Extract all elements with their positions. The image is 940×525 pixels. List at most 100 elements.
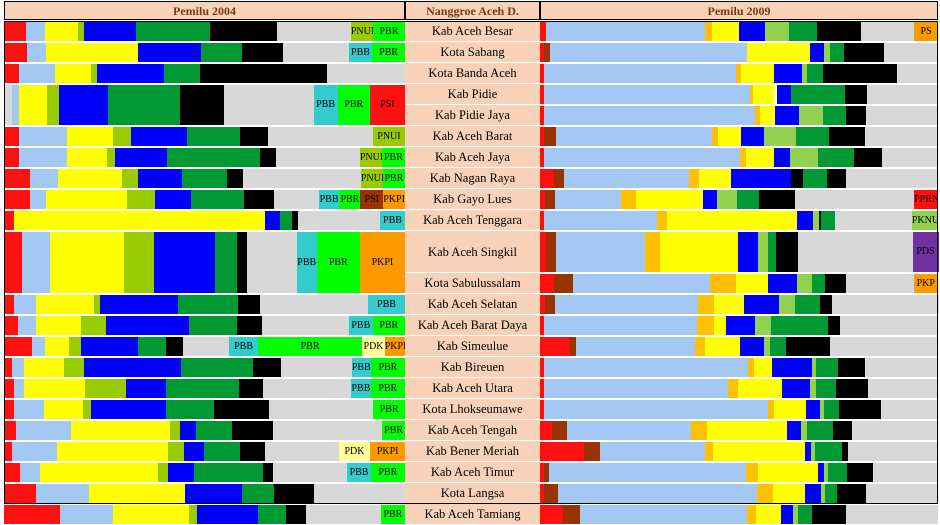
header-region: Nanggroe Aceh D. <box>405 1 540 20</box>
bar-2004-segment <box>157 463 169 482</box>
region-label: Kab Aceh Tamiang <box>405 504 540 525</box>
bar-2009-segment <box>656 211 668 230</box>
bar-2009-segment <box>771 358 813 377</box>
region-label: Kab Aceh Tengah <box>405 420 540 441</box>
bar-2009-segment <box>543 400 769 419</box>
bar-2004-segment <box>4 232 23 293</box>
bar-2004-segment <box>383 190 406 209</box>
bar-2004-segment <box>14 295 37 314</box>
bar-2009-segment <box>796 127 830 146</box>
bar-2009-segment <box>540 379 545 398</box>
bar-2004-segment <box>58 169 123 188</box>
bar-2009-segment <box>579 505 748 524</box>
bar-2009-segment <box>845 106 867 125</box>
region-label: Kab Simeulue <box>405 336 540 357</box>
bar-2009-segment <box>544 316 698 335</box>
bar-2009-segment <box>545 232 557 272</box>
bar-2004-segment <box>286 505 307 524</box>
bar-2004-segment <box>12 85 20 125</box>
region-label: Kab Aceh Besar <box>405 21 540 42</box>
bar-2009-segment <box>714 295 745 314</box>
bar-2004-segment <box>318 190 340 209</box>
bar-2009-segment <box>753 85 774 104</box>
bar-2004-segment <box>107 148 116 167</box>
bar-2009-segment <box>711 127 719 146</box>
region-label: Kab Bener Meriah <box>405 441 540 462</box>
bar-2009-segment <box>827 463 848 482</box>
bar-2004-segment <box>297 211 381 230</box>
bar-2009-segment <box>540 106 545 125</box>
bar-2009-segment <box>790 169 804 188</box>
bar-2004-segment <box>44 337 70 356</box>
bar-2004-segment <box>370 379 406 398</box>
bar-2004-segment <box>78 22 85 41</box>
bar-2009-segment <box>540 316 545 335</box>
bar-2009-segment <box>881 400 939 419</box>
bar-2004-segment <box>4 190 31 209</box>
bar-2004-segment <box>178 295 239 314</box>
bar-2004-segment <box>107 85 181 125</box>
bar-2004-segment <box>259 148 277 167</box>
bar-2004-segment <box>214 232 238 293</box>
bar-2004-segment <box>43 400 84 419</box>
party-vote-share-chart: Pemilu 2004 Nanggroe Aceh D. Pemilu 2009… <box>4 1 939 525</box>
region-label: Kab Pidie Jaya <box>405 105 540 126</box>
bar-2004-segment <box>242 43 284 62</box>
bar-2009-segment <box>635 190 704 209</box>
bar-2009-segment <box>553 274 574 293</box>
bar-2009-segment <box>884 43 939 62</box>
bar-2004-segment <box>238 295 261 314</box>
bar-2004-segment <box>338 442 371 461</box>
bar-2004-segment <box>242 169 362 188</box>
bar-2004-segment <box>14 379 25 398</box>
bar-2009-segment <box>555 295 699 314</box>
bar-2004-segment <box>45 43 139 62</box>
bar-2004-segment <box>154 232 216 293</box>
bar-2004-segment <box>4 64 20 83</box>
bar-2009-segment <box>544 127 557 146</box>
bar-2009-segment <box>835 379 869 398</box>
bar-2009-segment <box>774 148 791 167</box>
bar-2009-segment <box>836 484 867 503</box>
bar-2009-segment <box>747 43 811 62</box>
bar-2004-segment <box>296 232 318 293</box>
bar-2004-segment <box>4 22 27 41</box>
bar-2004-segment <box>193 463 264 482</box>
bar-2004-segment <box>170 421 181 440</box>
bar-2009-segment <box>815 358 838 377</box>
bar-2004-segment <box>115 148 168 167</box>
bar-2009-segment <box>563 505 581 524</box>
bar-2004-segment <box>60 505 114 524</box>
region-label: Kota Banda Aceh <box>405 63 540 84</box>
bar-2004-segment <box>113 127 132 146</box>
bar-2009-segment <box>753 358 773 377</box>
bar-2009-segment <box>821 211 836 230</box>
bar-2009-segment <box>864 127 939 146</box>
bar-2009-segment <box>794 190 915 209</box>
bar-2009-segment <box>806 64 824 83</box>
bar-2004-segment <box>100 295 179 314</box>
bar-2009-segment <box>754 316 772 335</box>
bar-2004-segment <box>327 64 406 83</box>
bar-2004-segment <box>4 316 19 335</box>
bar-2004-segment <box>196 421 233 440</box>
bar-2009-segment <box>746 148 775 167</box>
bar-2004-segment <box>45 190 128 209</box>
bar-2009-segment <box>704 337 741 356</box>
region-label: Kab Aceh Utara <box>405 378 540 399</box>
bar-2009-segment <box>703 190 718 209</box>
bar-2009-segment <box>714 316 727 335</box>
bar-2009-segment <box>757 232 769 272</box>
bar-2009-segment <box>837 358 866 377</box>
bar-2004-segment <box>4 421 17 440</box>
bar-2009-segment <box>823 43 831 62</box>
bar-2004-segment <box>180 421 197 440</box>
bar-2009-segment <box>713 442 806 461</box>
bar-2004-segment <box>4 484 37 503</box>
bar-2004-segment <box>59 85 108 125</box>
bar-2009-segment <box>829 43 845 62</box>
bar-2009-segment <box>583 442 601 461</box>
bar-2004-segment <box>26 43 47 62</box>
bar-2004-segment <box>18 64 56 83</box>
bar-2004-segment <box>265 442 340 461</box>
